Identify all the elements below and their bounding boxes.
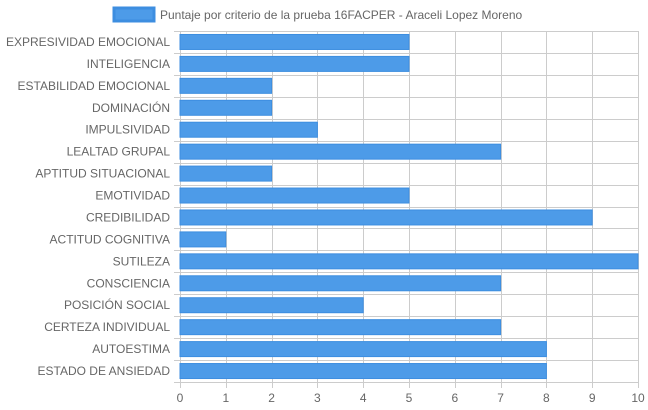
- legend-label: Puntaje por criterio de la prueba 16FACP…: [160, 8, 523, 22]
- x-tick-label: 10: [631, 391, 645, 405]
- chart-legend[interactable]: Puntaje por criterio de la prueba 16FACP…: [112, 6, 523, 23]
- category-label: ESTADO DE ANSIEDAD: [38, 364, 171, 378]
- bar[interactable]: [179, 341, 547, 358]
- bars: [179, 33, 639, 380]
- x-tick-label: 1: [222, 391, 229, 405]
- category-label: LEALTAD GRUPAL: [67, 145, 171, 159]
- category-label: DOMINACIÓN: [92, 100, 170, 115]
- category-label: POSICIÓN SOCIAL: [64, 297, 170, 312]
- x-tick-label: 6: [451, 391, 458, 405]
- bar[interactable]: [179, 165, 273, 182]
- grid-lines: [174, 31, 639, 388]
- x-tick-label: 9: [589, 391, 596, 405]
- bar[interactable]: [179, 187, 410, 204]
- category-label: SUTILEZA: [113, 254, 170, 268]
- category-label: CERTEZA INDIVIDUAL: [44, 320, 170, 334]
- bar[interactable]: [179, 209, 593, 226]
- x-tick-label: 8: [543, 391, 550, 405]
- category-label: INTELIGENCIA: [87, 57, 170, 71]
- category-label: APTITUD SITUACIONAL: [35, 167, 170, 181]
- category-label: CREDIBILIDAD: [86, 210, 170, 224]
- category-label: AUTOESTIMA: [92, 342, 170, 356]
- bar[interactable]: [179, 121, 318, 138]
- x-tick-label: 2: [268, 391, 275, 405]
- category-label: CONSCIENCIA: [87, 276, 170, 290]
- category-label: IMPULSIVIDAD: [85, 123, 170, 137]
- x-tick-label: 4: [360, 391, 367, 405]
- bar[interactable]: [179, 275, 502, 292]
- value-axis-labels: 0 1 2 3 4 5 6 7 8 9 10: [177, 391, 645, 405]
- bar[interactable]: [179, 77, 273, 94]
- bar[interactable]: [179, 319, 502, 336]
- bar[interactable]: [179, 363, 547, 380]
- bar[interactable]: [179, 33, 410, 50]
- category-label: ACTITUD COGNITIVA: [50, 232, 170, 246]
- bar[interactable]: [179, 143, 502, 160]
- legend-swatch: [112, 6, 156, 23]
- bar[interactable]: [179, 99, 273, 116]
- bar[interactable]: [179, 253, 639, 270]
- x-tick-label: 7: [497, 391, 504, 405]
- category-label: EMOTIVIDAD: [95, 189, 170, 203]
- x-tick-label: 0: [177, 391, 184, 405]
- x-tick-label: 3: [314, 391, 321, 405]
- category-axis-labels: EXPRESIVIDAD EMOCIONAL INTELIGENCIA ESTABI…: [6, 35, 170, 378]
- x-tick-label: 5: [406, 391, 413, 405]
- category-label: ESTABILIDAD EMOCIONAL: [18, 79, 171, 93]
- bar[interactable]: [179, 55, 410, 72]
- category-label: EXPRESIVIDAD EMOCIONAL: [6, 35, 170, 49]
- bar[interactable]: [179, 297, 364, 314]
- bar[interactable]: [179, 231, 227, 248]
